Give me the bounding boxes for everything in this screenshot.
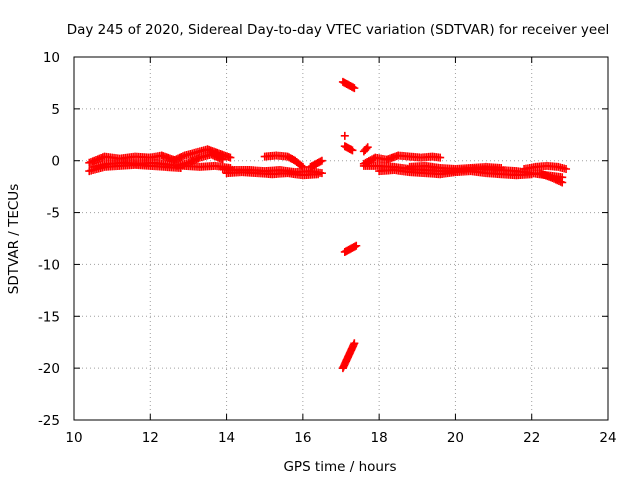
satellite-track [172,150,227,170]
y-tick-label: -10 [38,257,60,273]
y-tick-label: 0 [51,154,60,170]
y-tick-label: -20 [38,361,60,377]
data-point [340,131,349,140]
satellite-track [89,158,235,172]
x-tick-label: 10 [65,430,82,446]
data-point [362,144,371,153]
data-point [352,241,361,250]
data-point [317,169,326,178]
chart-title: Day 245 of 2020, Sidereal Day-to-day VTE… [67,22,610,38]
data-point [350,84,359,93]
satellite-track [340,131,349,140]
grid-lines [74,57,608,420]
satellite-track [340,241,361,256]
y-tick-label: 10 [43,50,60,66]
x-tick-label: 12 [142,430,159,446]
satellite-track [338,77,359,93]
data-point [348,146,357,155]
plot-frame [73,56,609,421]
satellite-track [260,151,307,171]
data-series [85,77,571,373]
y-tick-label: -5 [47,206,60,222]
x-tick-label: 18 [371,430,388,446]
data-point [436,153,445,162]
data-point [218,155,227,164]
data-point [314,170,323,179]
x-tick-label: 24 [599,430,616,446]
data-points [85,77,571,373]
satellite-track [306,156,326,171]
data-point [297,161,306,170]
satellite-track [535,169,567,187]
y-tick-label: -25 [38,413,60,429]
x-axis-label: GPS time / hours [283,459,396,475]
satellite-track [405,161,506,174]
data-point [226,153,235,162]
x-tick-label: 20 [447,430,464,446]
data-point [558,178,567,187]
satellite-track [338,339,359,373]
satellite-track [359,143,372,156]
y-axis-label: SDTVAR / TECUs [6,184,22,294]
x-tick-label: 16 [294,430,311,446]
x-tick-label: 22 [523,430,540,446]
satellite-track [340,142,357,155]
satellite-track [359,151,445,168]
y-tick-label: 5 [51,102,60,118]
satellite-track [520,161,571,174]
data-point [317,156,326,165]
data-point [350,339,359,348]
data-point [363,143,372,152]
y-tick-label: -15 [38,309,60,325]
axis-ticks: 10 12 14 16 18 20 22 24 10 5 0 -5 -10 -15 -20 -25 [38,50,617,446]
satellite-track [222,168,323,180]
data-point [497,163,506,172]
x-tick-label: 14 [218,430,235,446]
data-point [562,165,571,174]
data-point [298,162,307,171]
